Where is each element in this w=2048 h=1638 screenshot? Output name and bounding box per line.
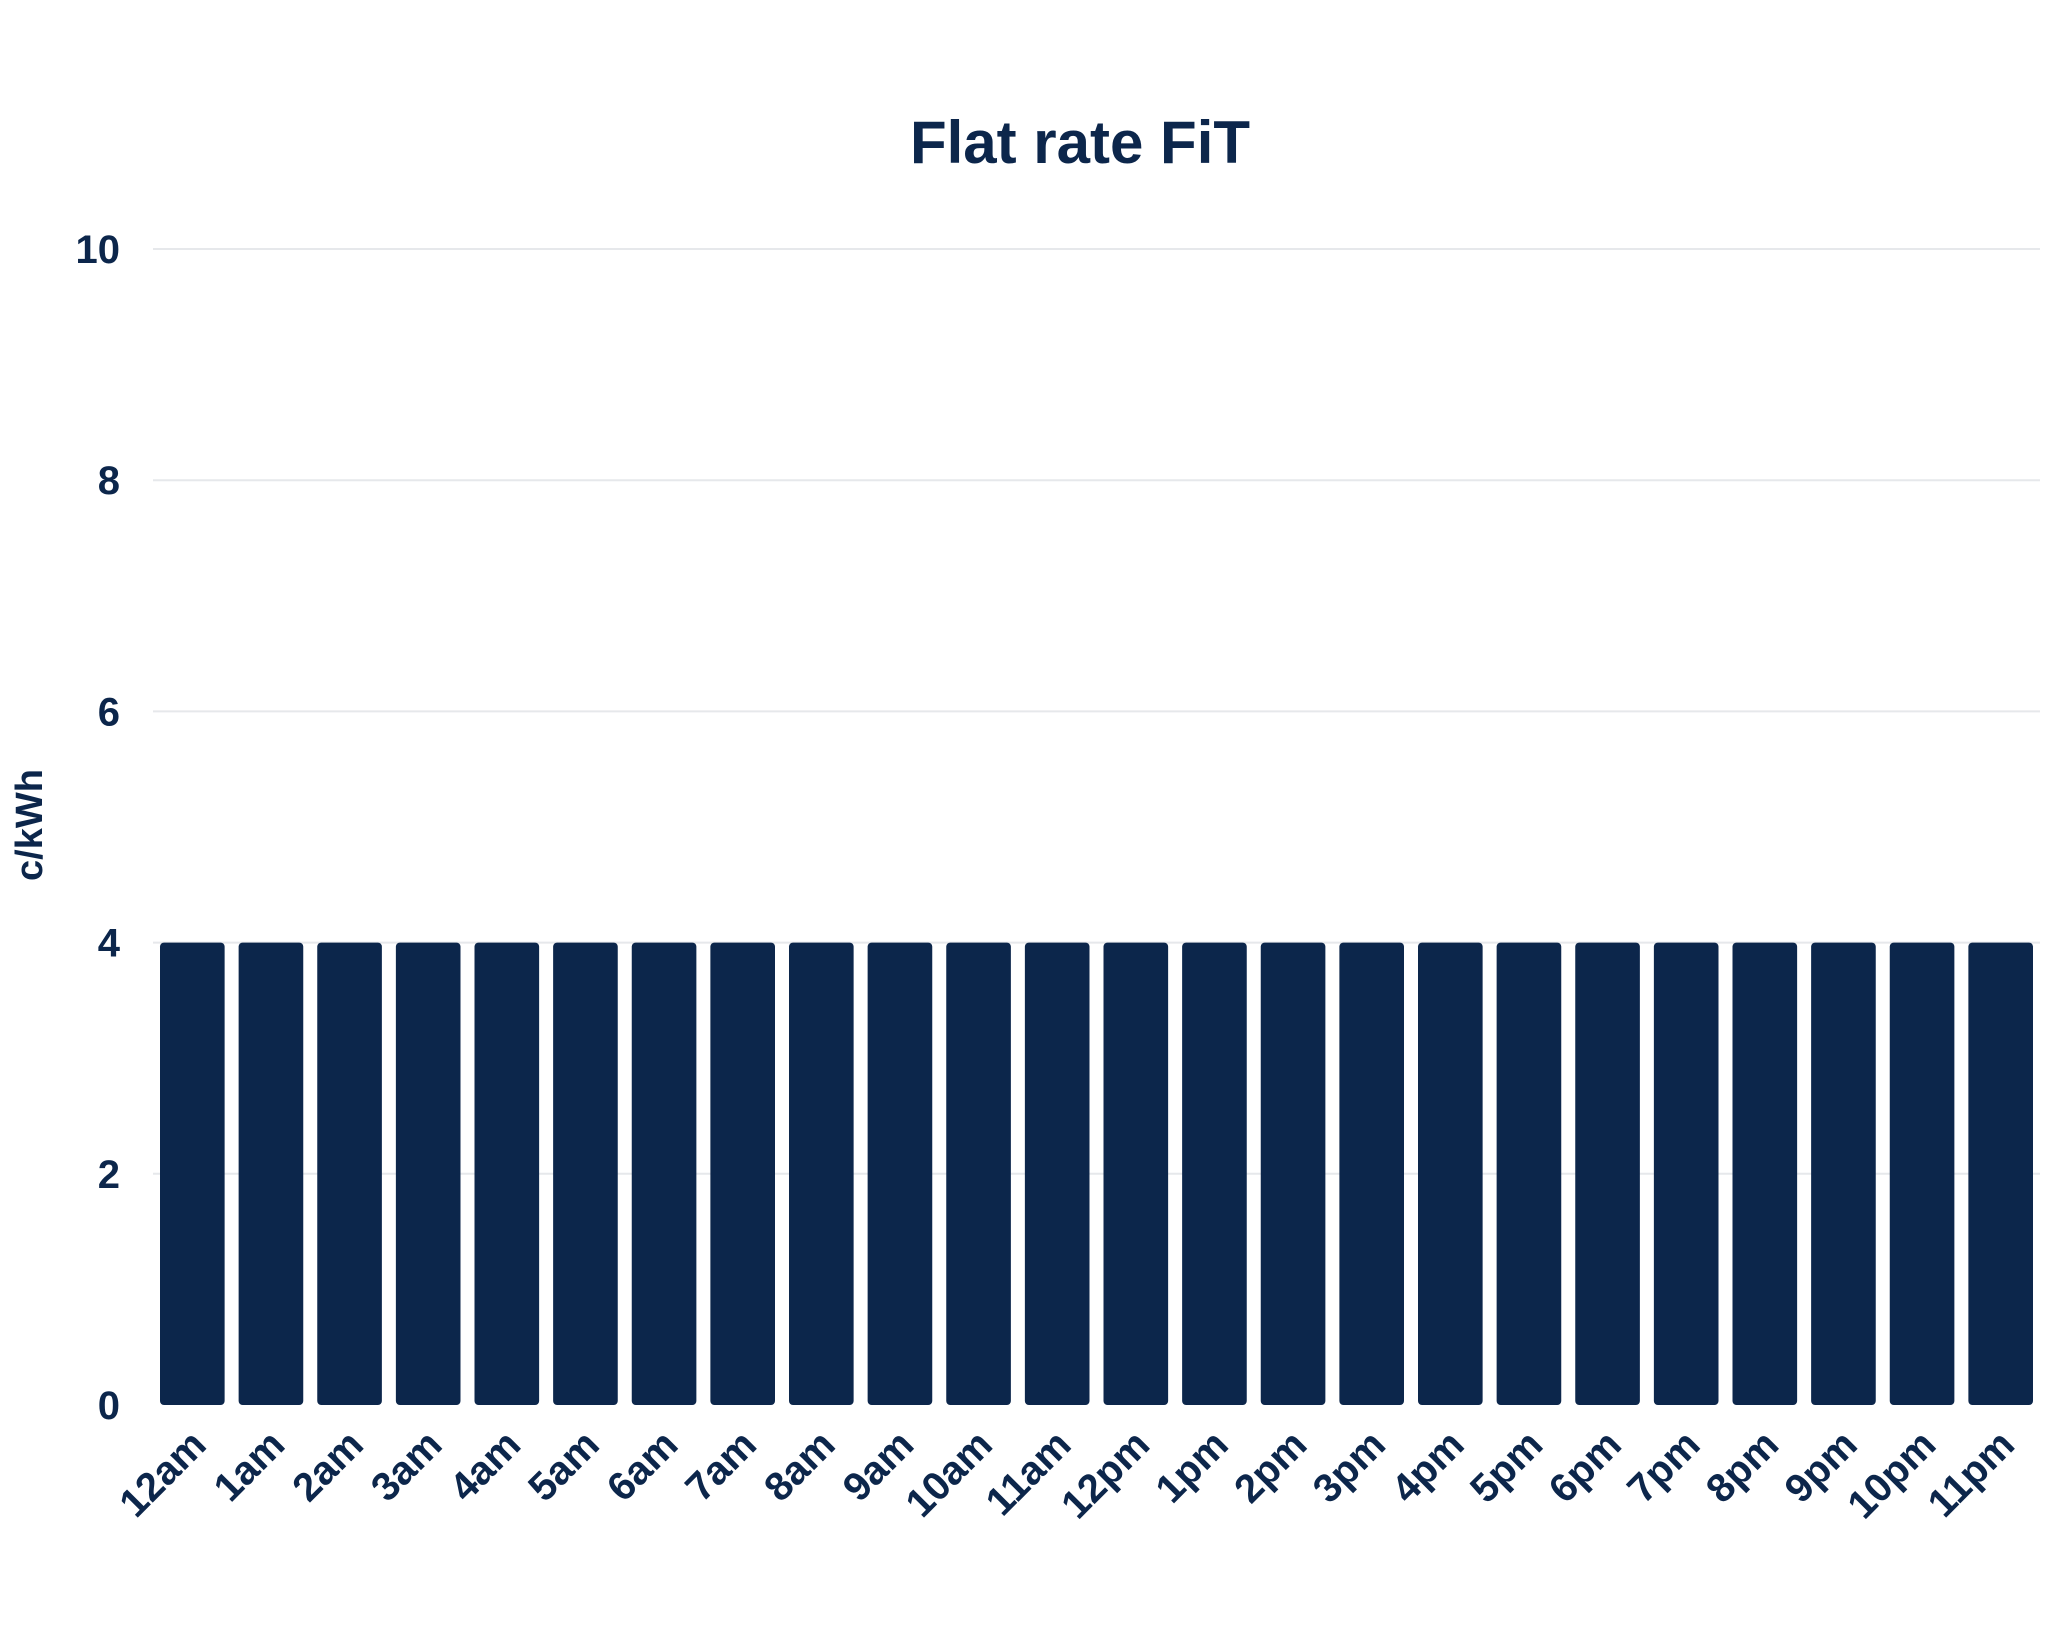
x-tick-label: 2pm [1226, 1422, 1315, 1511]
x-tick-label: 6pm [1541, 1422, 1630, 1511]
bar [1653, 942, 1719, 1405]
bar [1103, 942, 1169, 1405]
x-tick-label: 2am [284, 1422, 372, 1510]
x-tick-label: 5pm [1462, 1422, 1551, 1511]
bar [1811, 942, 1876, 1405]
x-tick-label: 6am [599, 1422, 687, 1510]
x-tick-label: 11pm [1920, 1422, 2023, 1525]
bar [710, 942, 775, 1405]
x-tick-label: 11am [978, 1422, 1080, 1524]
x-tick-label: 1pm [1148, 1422, 1237, 1511]
bar [553, 942, 618, 1405]
x-tick-label: 3am [363, 1422, 451, 1510]
bar [789, 942, 854, 1405]
bar [1339, 942, 1404, 1405]
y-tick-label: 2 [98, 1153, 120, 1197]
x-tick-label: 10pm [1839, 1422, 1944, 1527]
bar [395, 942, 461, 1405]
gridlines [153, 248, 2040, 1175]
x-tick-label: 10am [897, 1422, 1000, 1525]
bar [1182, 942, 1247, 1405]
y-tick-label: 6 [98, 690, 120, 734]
x-tick-label: 4am [441, 1422, 529, 1510]
x-axis-ticks: 12am1am2am3am4am5am6am7am8am9am10am11am1… [111, 1422, 2023, 1527]
x-tick-label: 12pm [1053, 1422, 1158, 1527]
x-tick-label: 4pm [1383, 1422, 1472, 1511]
y-axis-ticks: 0 2 4 6 8 10 [76, 228, 121, 1428]
bar [317, 942, 382, 1405]
x-tick-label: 1am [206, 1422, 294, 1510]
bar [474, 942, 540, 1405]
bar [946, 942, 1011, 1405]
bar [160, 942, 225, 1405]
bar [1968, 942, 2033, 1405]
bars [160, 942, 2033, 1405]
y-tick-label: 10 [76, 228, 121, 272]
x-tick-label: 12am [111, 1422, 214, 1525]
bar [631, 942, 697, 1405]
chart-title: Flat rate FiT [910, 109, 1250, 176]
y-tick-label: 8 [98, 459, 120, 503]
y-tick-label: 4 [98, 922, 121, 966]
x-tick-label: 3pm [1305, 1422, 1394, 1511]
y-axis-label: c/kWh [9, 769, 51, 881]
bar [1732, 942, 1798, 1405]
y-tick-label: 0 [98, 1384, 120, 1428]
bar [1024, 942, 1090, 1405]
bar [1260, 942, 1326, 1405]
x-tick-label: 8am [756, 1422, 844, 1510]
x-tick-label: 8pm [1698, 1422, 1787, 1511]
bar [867, 942, 933, 1405]
bar [238, 942, 304, 1405]
bar [1575, 942, 1640, 1405]
x-tick-label: 5am [520, 1422, 608, 1510]
bar [1418, 942, 1483, 1405]
x-tick-label: 7pm [1619, 1422, 1708, 1511]
bar [1889, 942, 1955, 1405]
x-tick-label: 7am [677, 1422, 765, 1510]
bar [1496, 942, 1562, 1405]
